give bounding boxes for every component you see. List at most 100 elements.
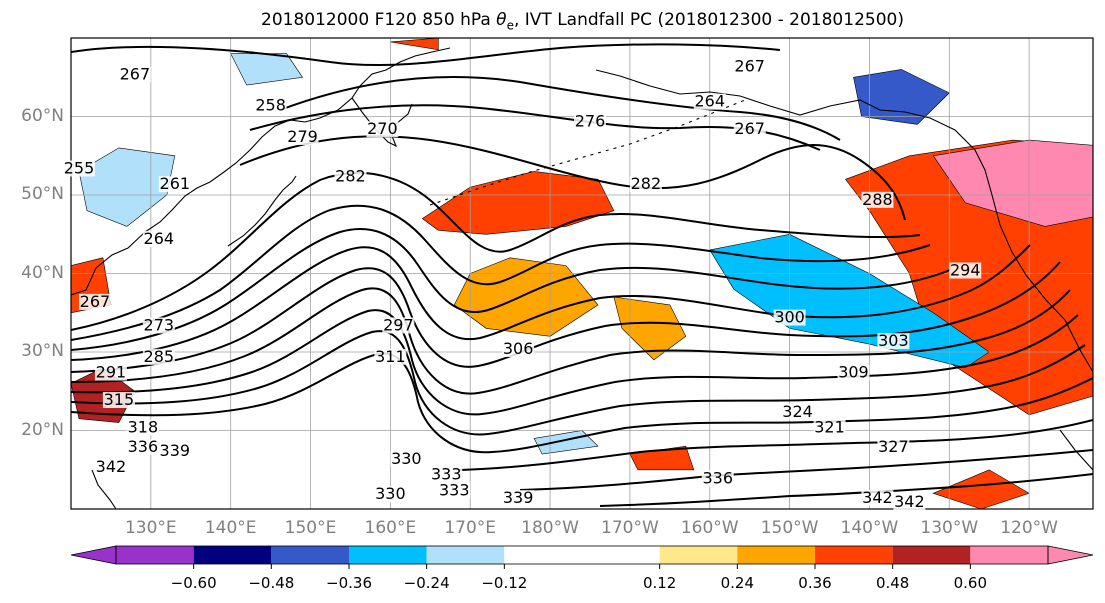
colorbar-tick-label: 0.24 [720, 574, 755, 592]
colorbar-segment [815, 546, 893, 564]
longitude-label: 160°W [680, 518, 739, 538]
contour-label-bg [126, 439, 159, 456]
colorbar-tick-label: −0.12 [481, 574, 528, 592]
colorbar-segment [892, 546, 971, 564]
contour-label-bg [374, 348, 407, 365]
contour-label-bg [158, 443, 191, 460]
contour-label-bg [102, 392, 135, 409]
contour-label-bg [142, 348, 175, 365]
coastline-layer [71, 47, 1093, 509]
contour-label-bg [693, 93, 726, 110]
contour-label: 261 [160, 174, 191, 193]
colorbar-segment [504, 546, 660, 564]
contour-label: 285 [144, 347, 175, 366]
contour-label-bg [78, 293, 111, 310]
contour-label-bg [286, 129, 319, 146]
contour-label-bg [781, 403, 814, 420]
coastline-japan [227, 175, 297, 247]
contour-label: 267 [734, 119, 765, 138]
contour-label: 267 [80, 292, 111, 311]
colorbar-segment [737, 546, 815, 564]
contour-label-bg [629, 176, 662, 193]
contour-label-bg [118, 66, 151, 83]
theta-e-contour-291 [71, 228, 951, 351]
contour-label: 342 [96, 457, 127, 476]
contour-label-bg [861, 191, 894, 208]
map-frame [70, 37, 1094, 510]
contour-label: 264 [144, 229, 175, 248]
colorbar-tick-label: −0.48 [248, 574, 295, 592]
contour-label: 330 [391, 449, 422, 468]
anomaly-fill-patch-7 [709, 233, 990, 369]
contour-label: 276 [575, 111, 606, 130]
contour-label: 342 [894, 492, 925, 511]
contour-label-bg [893, 494, 926, 511]
colorbar-tick-label: −0.24 [403, 574, 450, 592]
contour-label: 324 [782, 402, 813, 421]
contour-label: 291 [96, 363, 127, 382]
anomaly-fill-patch-9 [853, 69, 950, 125]
contour-label-bg [62, 160, 95, 177]
contour-label-bg [438, 482, 471, 499]
longitude-label: 180°W [521, 518, 579, 538]
contour-label: 318 [128, 418, 159, 437]
longitude-label: 140°E [204, 518, 257, 538]
colorbar-tick-label: 0.48 [875, 574, 910, 592]
theta-e-contour-309 [71, 352, 1093, 454]
theta-e-contour-288 [71, 204, 931, 341]
latitude-label: 20°N [21, 419, 64, 440]
contour-label-bg [390, 450, 423, 467]
contour-label: 336 [128, 437, 159, 456]
title-suffix: , IVT Landfall PC (2018012300 - 20180125… [513, 10, 904, 30]
contour-label-bg [949, 262, 982, 279]
theta-e-contour-303 [71, 309, 1079, 416]
contour-label: 288 [862, 190, 893, 209]
contour-label: 330 [375, 484, 406, 503]
contour-label: 339 [160, 441, 191, 460]
latitude-label: 50°N [21, 184, 64, 204]
contour-label: 309 [838, 363, 869, 382]
colorbar-segment [193, 546, 272, 564]
theta-e-contour-276 [279, 76, 841, 141]
title-prefix: 2018012000 F120 850 hPa [261, 10, 497, 30]
anomaly-fill-patch-14 [390, 38, 439, 51]
title-symbol: θ [496, 10, 507, 30]
contour-label-bg [502, 490, 535, 507]
contour-label: 303 [878, 331, 909, 350]
longitude-label: 150°W [760, 518, 819, 538]
colorbar-segment [271, 546, 349, 564]
colorbar-segment [349, 546, 427, 564]
colorbar-tick-label: 0.12 [642, 574, 677, 592]
contour-label-bg [733, 121, 766, 138]
contour-label-bg [877, 333, 910, 350]
latitude-label: 60°N [21, 105, 64, 126]
contour-label: 264 [694, 92, 725, 111]
longitude-label: 120°W [1000, 518, 1058, 538]
contour-label: 336 [702, 469, 733, 488]
contour-label: 342 [862, 488, 893, 507]
contour-label: 339 [503, 488, 534, 507]
contour-label: 270 [367, 119, 398, 138]
contour-label-bg [366, 121, 399, 138]
contour-label: 333 [439, 480, 470, 499]
longitude-label: 130°W [920, 518, 979, 538]
coastline-alaska [595, 69, 1093, 373]
colorbar-tick-label: 0.36 [798, 574, 832, 592]
theta-e-contour-297 [71, 261, 1061, 373]
coastline-aleutians [429, 99, 746, 206]
colorbar-arrow-left-icon [70, 545, 117, 565]
colorbar [70, 545, 1094, 569]
coastline-kamchatka [351, 97, 413, 148]
colorbar-segment [426, 546, 505, 564]
contour-label-bg [126, 419, 159, 436]
theta-e-contour-294 [71, 244, 1031, 361]
contour-label: 258 [255, 96, 286, 115]
colorbar-tick-label: −0.60 [170, 574, 217, 592]
title-subscript: e [506, 18, 514, 33]
contour-label: 311 [375, 347, 406, 366]
colorbar-segment [970, 546, 1048, 564]
contour-label: 315 [104, 390, 135, 409]
contour-label-bg [861, 490, 894, 507]
colorbar-segment [659, 546, 738, 564]
coastline-philippines [91, 469, 117, 509]
